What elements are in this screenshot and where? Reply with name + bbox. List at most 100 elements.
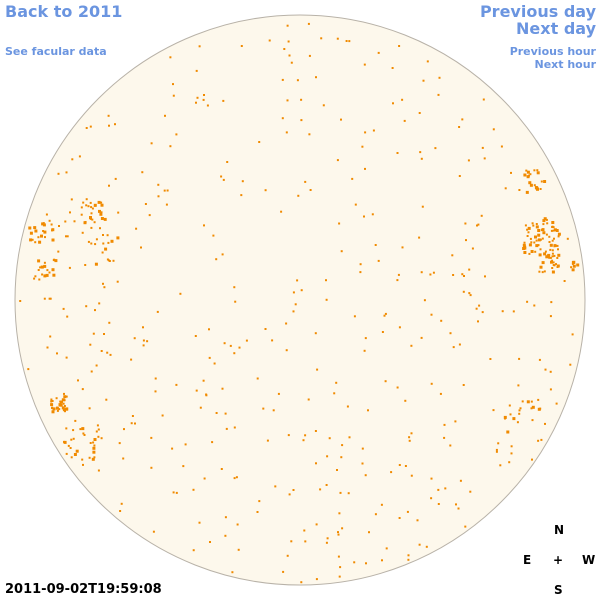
facula-dot [430, 382, 433, 385]
facula-dot [497, 442, 500, 445]
facula-dot [538, 270, 541, 273]
compass-north-label: N [554, 523, 565, 537]
facula-dot [84, 264, 87, 266]
facula-dot [95, 364, 98, 367]
facula-dot [99, 212, 103, 216]
facula-dot [61, 406, 65, 410]
facula-dot [144, 203, 147, 205]
facula-dot [541, 271, 544, 274]
facula-dot [401, 98, 404, 101]
facula-dot [272, 409, 275, 412]
facula-dot [203, 94, 205, 96]
facula-dot [519, 407, 522, 410]
facula-dot [224, 534, 227, 537]
previous-day-link[interactable]: Previous day [479, 2, 596, 21]
facula-dot [308, 54, 311, 57]
facula-dot [421, 205, 424, 208]
facula-dot [482, 98, 485, 101]
facula-dot [58, 408, 61, 411]
facula-dot [322, 104, 325, 107]
facula-dot [536, 171, 540, 175]
facula-dot [106, 258, 109, 261]
facula-dot [131, 415, 134, 417]
facula-dot [551, 267, 554, 269]
facula-dot [538, 253, 542, 257]
facula-dot [347, 492, 350, 495]
facula-dot [46, 346, 49, 349]
facula-dot [526, 235, 529, 237]
facula-dot [518, 409, 521, 412]
facula-dot [544, 368, 547, 371]
facula-dot [224, 516, 227, 519]
facula-dot [540, 180, 543, 183]
facula-dot [268, 39, 271, 42]
facula-dot [202, 98, 205, 101]
facula-dot [454, 420, 457, 423]
facula-dot [130, 422, 133, 425]
facula-dot [523, 251, 527, 254]
facula-dot [325, 541, 328, 544]
facula-dot [510, 171, 512, 174]
next-day-link[interactable]: Next day [516, 19, 596, 38]
facula-dot [234, 300, 237, 303]
facula-dot [314, 430, 317, 432]
facula-dot [42, 230, 45, 232]
facula-dot [50, 403, 54, 407]
compass-center-cross: + [553, 553, 564, 567]
facula-dot [233, 426, 236, 429]
facula-dot [464, 525, 467, 528]
facula-dot [407, 558, 410, 561]
facula-dot [92, 332, 95, 335]
facula-dot [551, 255, 554, 258]
facula-dot [336, 469, 338, 471]
facula-dot [410, 432, 413, 435]
facula-dot [44, 236, 46, 239]
facula-dot [543, 217, 547, 221]
facula-dot [465, 239, 467, 242]
facula-dot [439, 392, 442, 395]
facula-dot [96, 424, 99, 427]
facula-dot [458, 343, 461, 346]
facula-dot [91, 457, 95, 461]
facula-dot [182, 465, 185, 468]
facula-dot [351, 177, 354, 180]
see-facular-data-link[interactable]: See facular data [5, 45, 107, 58]
facula-dot [572, 260, 576, 264]
facula-dot [62, 408, 66, 412]
facula-dot [154, 377, 157, 380]
facula-dot [533, 304, 536, 307]
facula-dot [557, 253, 561, 257]
facula-dot [315, 523, 318, 526]
facula-dot [468, 268, 471, 271]
facula-dot [280, 210, 283, 213]
facula-dot [384, 380, 387, 383]
back-to-year-link[interactable]: Back to 2011 [5, 2, 123, 21]
facula-dot [354, 203, 357, 206]
facula-dot [372, 129, 375, 132]
facula-dot [152, 530, 155, 533]
facula-dot [398, 517, 401, 519]
facula-dot [364, 474, 367, 477]
facula-dot [528, 174, 530, 177]
facula-dot [499, 464, 502, 467]
facula-dot [477, 223, 480, 226]
facula-dot [545, 255, 549, 259]
facula-dot [418, 112, 421, 114]
facula-dot [551, 226, 554, 228]
facula-dot [258, 500, 261, 503]
facula-dot [537, 244, 540, 247]
facula-dot [235, 476, 238, 479]
facula-dot [451, 254, 454, 257]
facula-dot [117, 211, 120, 214]
facula-dot [333, 392, 336, 395]
facula-dot [553, 228, 557, 232]
facula-dot [194, 335, 197, 337]
facula-dot [51, 400, 54, 402]
facula-dot [541, 261, 545, 265]
previous-hour-link[interactable]: Previous hour [509, 45, 596, 58]
facula-dot [38, 278, 41, 281]
next-hour-link[interactable]: Next hour [534, 58, 597, 71]
facula-dot [543, 270, 546, 273]
facula-dot [85, 305, 88, 308]
facula-dot [94, 309, 96, 312]
